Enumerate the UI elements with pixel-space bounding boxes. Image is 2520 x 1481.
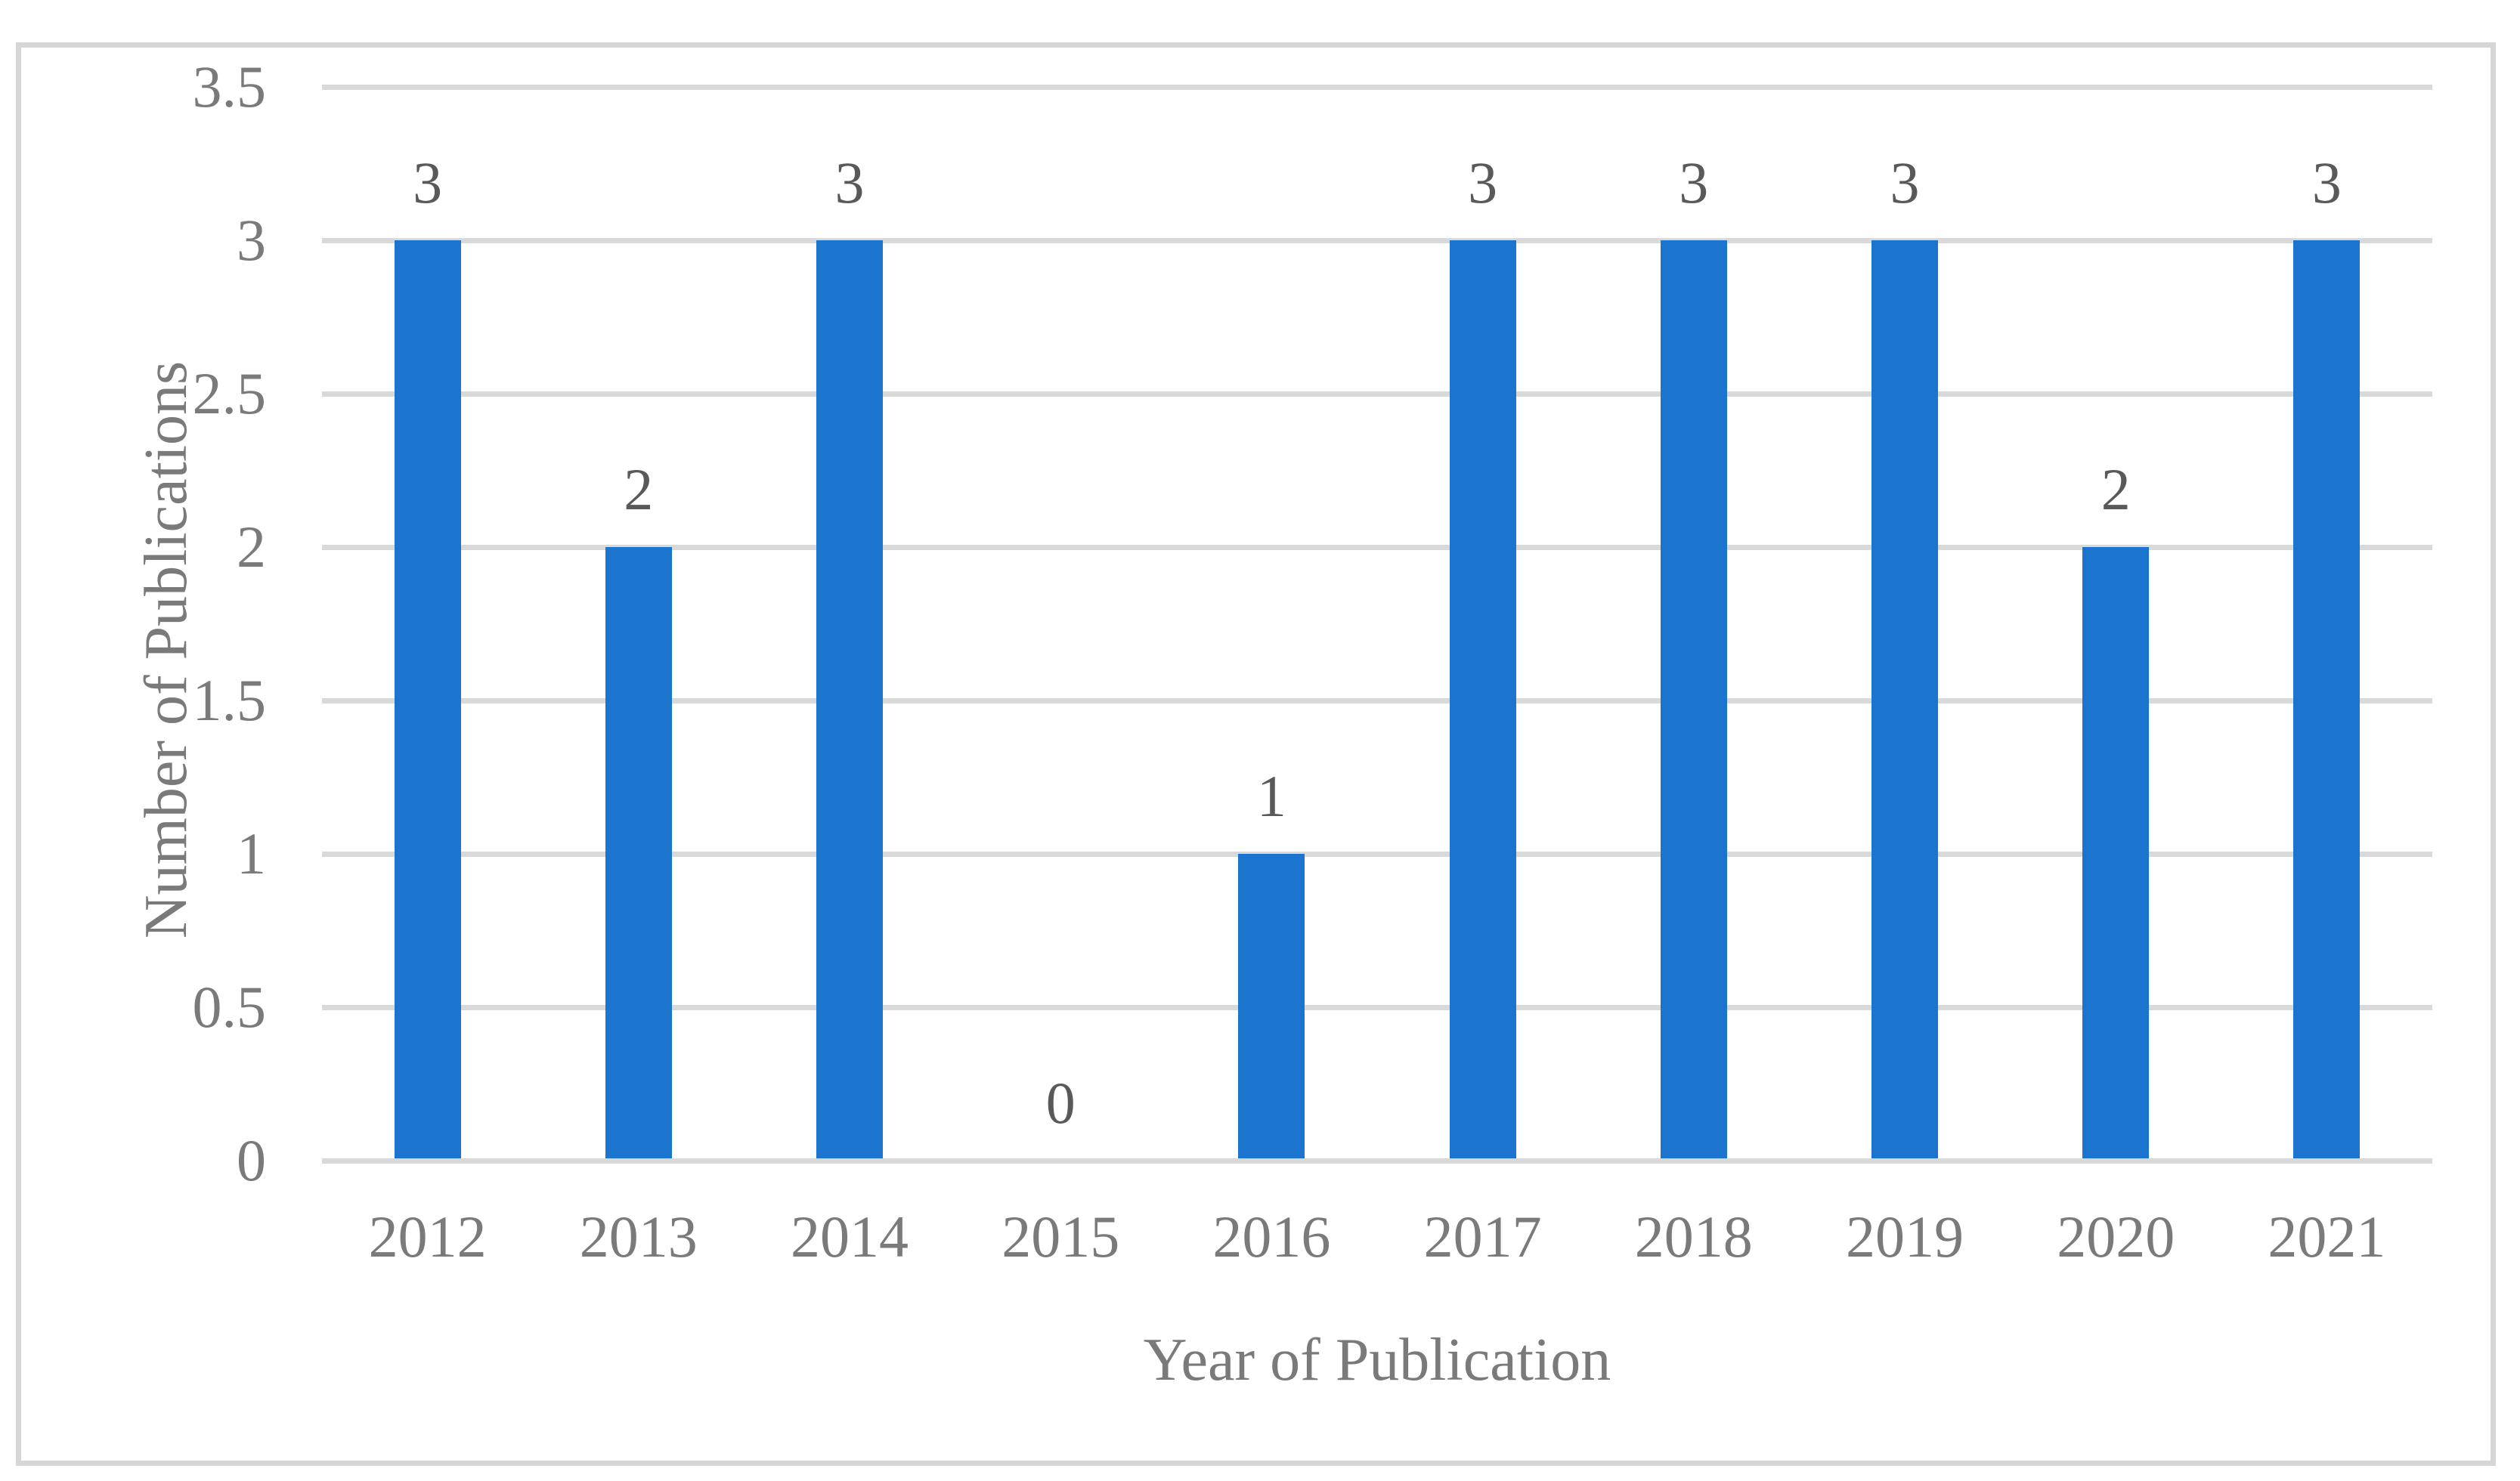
bar-2012 xyxy=(394,240,461,1161)
x-tick-label-2018: 2018 xyxy=(1634,1204,1753,1269)
bar-value-label-2021: 3 xyxy=(2311,150,2342,215)
x-tick-label-2014: 2014 xyxy=(791,1204,909,1269)
y-tick-label-0.5: 0.5 xyxy=(192,974,267,1040)
bar-2020 xyxy=(2082,547,2150,1161)
bar-2017 xyxy=(1449,240,1516,1161)
bar-value-label-2013: 2 xyxy=(624,456,654,522)
y-tick-label-1: 1 xyxy=(237,821,266,886)
y-tick-label-3: 3 xyxy=(237,207,266,273)
bar-value-label-2015: 0 xyxy=(1045,1070,1076,1136)
gridline-3.5 xyxy=(322,85,2432,90)
x-tick-label-2016: 2016 xyxy=(1212,1204,1331,1269)
gridline-1 xyxy=(322,852,2432,857)
bar-value-label-2016: 1 xyxy=(1256,763,1286,829)
gridline-1.5 xyxy=(322,698,2432,703)
bar-2019 xyxy=(1871,240,1938,1161)
gridline-0.5 xyxy=(322,1005,2432,1010)
y-tick-label-0: 0 xyxy=(237,1127,266,1193)
y-tick-label-1.5: 1.5 xyxy=(192,667,267,733)
gridline-2.5 xyxy=(322,391,2432,397)
x-tick-label-2017: 2017 xyxy=(1423,1204,1542,1269)
bar-value-label-2014: 3 xyxy=(834,150,865,215)
bar-2016 xyxy=(1238,854,1305,1161)
bar-value-label-2018: 3 xyxy=(1679,150,1709,215)
y-axis-title: Number of Publications xyxy=(133,360,200,939)
y-tick-label-2.5: 2.5 xyxy=(192,360,267,426)
x-tick-label-2021: 2021 xyxy=(2268,1204,2386,1269)
gridline-2 xyxy=(322,545,2432,550)
x-tick-label-2013: 2013 xyxy=(579,1204,698,1269)
y-tick-label-3.5: 3.5 xyxy=(192,54,267,119)
x-tick-label-2019: 2019 xyxy=(1846,1204,1964,1269)
bar-value-label-2012: 3 xyxy=(413,150,443,215)
bar-2021 xyxy=(2293,240,2361,1161)
bar-value-label-2020: 2 xyxy=(2101,456,2131,522)
bar-2018 xyxy=(1660,240,1727,1161)
x-axis-line xyxy=(322,1158,2432,1164)
x-axis-title: Year of Publication xyxy=(1143,1327,1611,1393)
bar-value-label-2019: 3 xyxy=(1890,150,1920,215)
x-tick-label-2020: 2020 xyxy=(2057,1204,2175,1269)
x-tick-label-2012: 2012 xyxy=(368,1204,487,1269)
bar-2014 xyxy=(816,240,883,1161)
bar-value-label-2017: 3 xyxy=(1468,150,1498,215)
x-tick-label-2015: 2015 xyxy=(1001,1204,1120,1269)
y-tick-label-2: 2 xyxy=(237,514,266,580)
bar-2013 xyxy=(605,547,672,1161)
gridline-3 xyxy=(322,238,2432,243)
